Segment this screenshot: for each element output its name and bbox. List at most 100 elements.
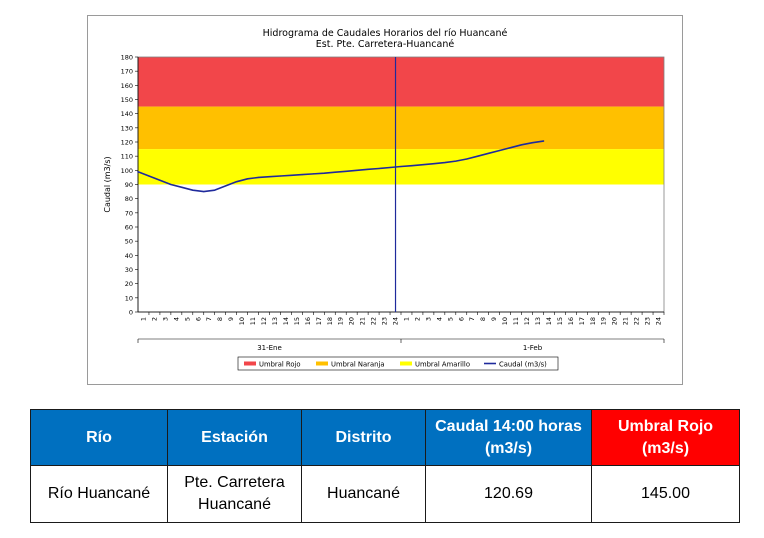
x-tick-label: 19 [337,317,345,325]
cell-distrito: Huancané [301,465,426,523]
data-point [422,164,424,166]
x-tick-label: 3 [424,317,432,321]
data-point [246,178,249,180]
legend-swatch-0 [244,361,256,366]
x-tick-label: 12 [523,317,531,325]
y-tick-label: 10 [125,294,133,302]
data-point [477,155,479,157]
chart-frame: Hidrograma de Caudales Horarios del río … [87,15,683,385]
data-point [444,161,446,164]
day-label: 1-Feb [523,344,543,352]
x-tick-label: 8 [216,317,224,321]
y-tick-label: 40 [125,252,133,260]
x-tick-label: 8 [479,317,487,321]
data-point [181,186,183,188]
legend-label: Umbral Rojo [259,361,301,369]
x-tick-label: 5 [446,317,454,321]
x-tick-label: 17 [578,317,586,325]
x-tick-label: 9 [490,317,498,321]
x-tick-label: 18 [589,317,597,325]
y-tick-label: 0 [129,309,133,317]
x-tick-label: 15 [556,317,564,325]
hydrograph-chart: Hidrograma de Caudales Horarios del río … [103,28,665,371]
data-point [148,175,150,177]
header-distrito: Distrito [301,409,426,466]
data-point [225,185,227,187]
y-tick-label: 70 [125,209,133,217]
data-point [466,158,468,160]
y-tick-label: 80 [125,195,133,203]
x-tick-label: 6 [194,317,202,321]
data-point [389,166,391,169]
x-tick-label: 6 [457,317,465,321]
header-caudal: Caudal 14:00 horas (m3/s) [425,409,592,466]
x-tick-label: 4 [435,317,443,321]
header-rio: Río [30,409,168,466]
x-tick-label: 20 [611,317,619,325]
data-point [279,175,282,177]
data-point [312,173,314,175]
x-tick-label: 2 [413,317,421,321]
y-tick-label: 130 [121,124,133,132]
data-point [520,144,523,146]
y-tick-label: 50 [125,238,133,246]
x-tick-label: 13 [271,317,279,325]
x-tick-label: 2 [150,317,158,321]
data-point [214,189,216,191]
legend-label: Umbral Amarillo [415,361,470,369]
data-point [356,169,358,171]
x-tick-label: 11 [512,317,520,325]
chart-subtitle: Est. Pte. Carretera-Huancané [316,39,455,50]
data-point [268,176,271,178]
x-tick-label: 15 [293,317,301,325]
cell-caudal: 120.69 [425,465,592,523]
header-umbral-rojo: Umbral Rojo (m3/s) [591,409,740,466]
x-tick-label: 12 [260,317,268,325]
legend-label: Caudal (m3/s) [499,361,547,369]
data-point [203,190,205,193]
y-tick-label: 110 [121,153,133,161]
x-tick-label: 21 [622,317,630,325]
x-tick-label: 19 [600,317,608,325]
y-tick-label: 100 [121,167,133,175]
data-point [542,140,545,142]
data-point [455,160,457,162]
y-tick-label: 90 [125,181,133,189]
data-point [499,149,501,152]
data-point [137,171,139,173]
data-point [378,167,380,170]
x-tick-label: 21 [359,317,367,325]
x-tick-label: 5 [183,317,191,321]
x-tick-label: 16 [567,317,575,325]
data-point [301,173,303,176]
y-tick-label: 120 [121,139,133,147]
x-tick-label: 1 [139,317,147,321]
flow-summary-table: Río Estación Distrito Caudal 14:00 horas… [30,409,740,523]
legend-swatch-2 [400,361,412,366]
data-point [400,165,402,168]
x-tick-label: 10 [501,317,509,325]
y-tick-label: 140 [121,110,133,118]
x-tick-label: 16 [304,317,312,325]
x-tick-label: 24 [655,317,663,325]
table-header-row: Río Estación Distrito Caudal 14:00 horas… [30,409,740,466]
y-tick-label: 160 [121,82,133,90]
x-tick-label: 23 [644,317,652,325]
y-tick-label: 20 [125,280,133,288]
x-tick-label: 3 [161,317,169,321]
x-tick-label: 13 [534,317,542,325]
data-point [411,165,413,167]
x-tick-label: 23 [381,317,389,325]
x-tick-label: 9 [227,317,235,321]
legend-label: Umbral Naranja [331,361,385,369]
x-tick-label: 7 [205,317,213,321]
threshold-band-0 [138,57,664,107]
data-point [531,142,534,144]
x-tick-label: 22 [633,317,641,325]
data-point [367,168,369,170]
data-point [290,174,293,176]
y-tick-label: 150 [121,96,133,104]
y-tick-label: 60 [125,224,133,232]
x-tick-label: 18 [326,317,334,325]
x-tick-label: 24 [392,317,400,325]
